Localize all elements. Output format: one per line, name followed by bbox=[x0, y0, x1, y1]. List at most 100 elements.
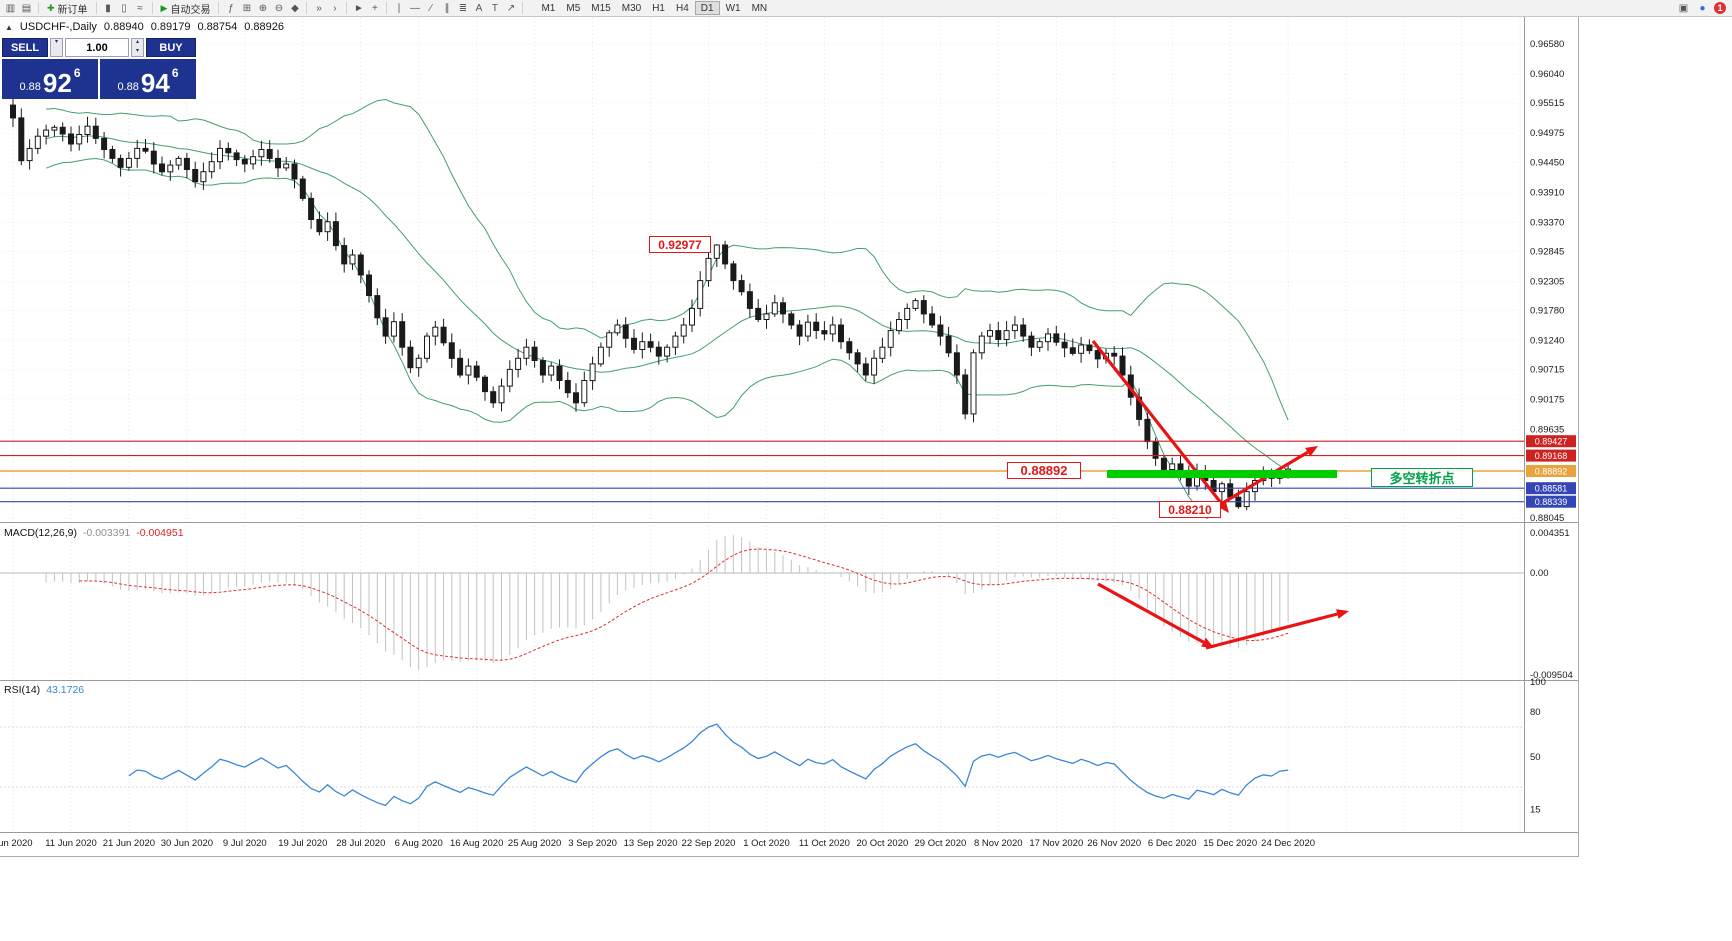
sell-price-pips: 92 bbox=[42, 68, 72, 98]
volume-spinner-left[interactable]: ▾ bbox=[50, 38, 63, 57]
timeframe-w1-button[interactable]: W1 bbox=[725, 2, 741, 14]
price-axis[interactable]: 0.96580 0.96040 0.95515 0.94975 0.94450 0.939… bbox=[1526, 39, 1576, 524]
svg-text:0.93910: 0.93910 bbox=[1530, 187, 1564, 198]
svg-text:29 Oct 2020: 29 Oct 2020 bbox=[915, 838, 967, 849]
chart-canvas[interactable]: 0.96580 0.96040 0.95515 0.94975 0.94450 0.939… bbox=[0, 16, 1578, 856]
fibonacci-icon[interactable]: ≣ bbox=[458, 2, 468, 14]
bar-chart-icon[interactable]: ▮ bbox=[105, 2, 111, 14]
price-low: 0.88754 bbox=[197, 21, 238, 33]
auto-scroll-icon[interactable]: » bbox=[316, 2, 322, 14]
window-layout-icon[interactable]: ▣ bbox=[1678, 2, 1689, 14]
svg-text:21 Jun 2020: 21 Jun 2020 bbox=[103, 838, 155, 849]
text-icon[interactable]: A bbox=[475, 2, 483, 14]
trendline-icon[interactable]: ∕ bbox=[430, 2, 432, 14]
macd-histogram bbox=[45, 535, 1289, 670]
trend-arrows[interactable] bbox=[1091, 340, 1349, 650]
svg-text:28 Jul 2020: 28 Jul 2020 bbox=[336, 838, 385, 849]
timeframe-d1-button[interactable]: D1 bbox=[694, 1, 720, 15]
svg-text:3 Sep 2020: 3 Sep 2020 bbox=[568, 838, 617, 849]
buy-button[interactable]: BUY bbox=[146, 38, 196, 57]
time-axis[interactable]: Jun 2020 11 Jun 2020 21 Jun 2020 30 Jun 202… bbox=[0, 838, 1315, 849]
notification-badge[interactable]: 1 bbox=[1714, 2, 1726, 14]
timeframe-m5-button[interactable]: M5 bbox=[566, 2, 581, 14]
grid-icon[interactable]: ⊞ bbox=[242, 2, 252, 14]
rsi-line bbox=[128, 723, 1289, 807]
timeframe-m30-button[interactable]: M30 bbox=[621, 2, 642, 14]
horizontal-price-lines[interactable] bbox=[0, 440, 1524, 503]
buy-price-panel[interactable]: 0.88 94 6 bbox=[100, 59, 196, 99]
panel-separators bbox=[0, 16, 1578, 833]
candles-layer bbox=[10, 96, 1292, 511]
svg-text:0.90175: 0.90175 bbox=[1530, 395, 1564, 406]
vertical-line-icon[interactable]: ∣ bbox=[396, 2, 402, 14]
chart-window: 0.96580 0.96040 0.95515 0.94975 0.94450 0.939… bbox=[0, 16, 1579, 857]
zoom-out-icon[interactable]: ⊖ bbox=[274, 2, 284, 14]
rsi-value: 43.1726 bbox=[46, 684, 85, 696]
volume-input[interactable] bbox=[66, 39, 128, 56]
toolbar-separator bbox=[386, 2, 388, 14]
price-line-badge bbox=[1526, 495, 1576, 508]
toolbar-separator bbox=[151, 2, 153, 14]
chart-shift-icon[interactable]: › bbox=[333, 2, 337, 14]
toolbar-separator bbox=[38, 2, 39, 14]
svg-text:0.004351: 0.004351 bbox=[1530, 528, 1570, 539]
svg-text:6 Aug 2020: 6 Aug 2020 bbox=[395, 838, 443, 849]
macd-signal-value: -0.004951 bbox=[136, 527, 184, 539]
zoom-in-icon[interactable]: ⊕ bbox=[258, 2, 268, 14]
label-icon[interactable]: T bbox=[491, 2, 499, 14]
candle-chart-icon[interactable]: ▯ bbox=[121, 2, 127, 14]
new-chart-icon[interactable]: ▥ bbox=[5, 2, 16, 14]
volume-down-icon[interactable]: ▾ bbox=[54, 39, 58, 45]
price-annotation-peak[interactable]: 0.92977 bbox=[649, 236, 711, 253]
timeframe-h1-button[interactable]: H1 bbox=[652, 2, 665, 14]
volume-down-icon[interactable]: ▾ bbox=[135, 47, 139, 54]
svg-text:0.89168: 0.89168 bbox=[1535, 451, 1568, 461]
support-zone-bar[interactable] bbox=[1107, 470, 1337, 478]
auto-trading-button[interactable]: ▶ 自动交易 bbox=[160, 2, 211, 16]
indicators-icon[interactable]: ƒ bbox=[228, 2, 234, 14]
timeframe-h4-button[interactable]: H4 bbox=[675, 2, 689, 14]
svg-text:0.94450: 0.94450 bbox=[1530, 157, 1564, 168]
price-close: 0.88926 bbox=[244, 21, 284, 33]
new-order-button[interactable]: ✚ 新订单 bbox=[47, 2, 88, 16]
rsi-name: RSI(14) bbox=[4, 684, 41, 696]
new-order-button-icon: ✚ bbox=[47, 2, 55, 13]
chat-icon[interactable]: ● bbox=[1699, 2, 1706, 14]
svg-text:0.96040: 0.96040 bbox=[1530, 69, 1564, 80]
one-click-trading-widget: SELL ▾ ▴ ▾ BUY 0.88 92 6 0.88 94 6 bbox=[2, 38, 196, 99]
svg-text:13 Sep 2020: 13 Sep 2020 bbox=[624, 838, 678, 849]
svg-text:80: 80 bbox=[1530, 707, 1541, 718]
chart-profiles-icon[interactable]: ▤ bbox=[21, 2, 32, 14]
sell-button[interactable]: SELL bbox=[2, 38, 48, 57]
svg-text:Jun 2020: Jun 2020 bbox=[0, 838, 33, 849]
svg-text:22 Sep 2020: 22 Sep 2020 bbox=[682, 838, 736, 849]
volume-spinner-right[interactable]: ▴ ▾ bbox=[131, 38, 144, 57]
svg-text:0.95515: 0.95515 bbox=[1530, 98, 1564, 109]
volume-up-icon[interactable]: ▴ bbox=[135, 39, 139, 45]
tile-windows-icon[interactable]: ◆ bbox=[291, 2, 299, 14]
rsi-indicator-label: RSI(14) 43.1726 bbox=[4, 684, 84, 696]
svg-text:20 Oct 2020: 20 Oct 2020 bbox=[857, 838, 909, 849]
rsi-panel: 100 80 50 15 bbox=[0, 677, 1546, 816]
svg-text:0.92305: 0.92305 bbox=[1530, 276, 1564, 287]
arrows-icon[interactable]: ↗ bbox=[506, 2, 516, 14]
svg-text:0.88581: 0.88581 bbox=[1535, 484, 1568, 494]
line-chart-icon[interactable]: ≈ bbox=[137, 2, 143, 14]
timeframe-m15-button[interactable]: M15 bbox=[591, 2, 611, 14]
svg-text:19 Jul 2020: 19 Jul 2020 bbox=[278, 838, 327, 849]
horizontal-line-icon[interactable]: — bbox=[409, 2, 420, 14]
svg-text:11 Oct 2020: 11 Oct 2020 bbox=[799, 838, 850, 849]
timeframe-mn-button[interactable]: MN bbox=[751, 2, 768, 14]
price-annotation-trough[interactable]: 0.88210 bbox=[1159, 501, 1221, 518]
timeframe-m1-button[interactable]: M1 bbox=[541, 2, 556, 14]
cursor-icon[interactable]: ► bbox=[354, 2, 364, 14]
crosshair-icon[interactable]: + bbox=[372, 2, 378, 14]
channel-icon[interactable]: ∥ bbox=[444, 2, 450, 14]
collapse-trade-panel-icon[interactable]: ▲ bbox=[5, 22, 13, 32]
price-annotation-support[interactable]: 0.88892 bbox=[1007, 462, 1081, 479]
svg-text:100: 100 bbox=[1530, 677, 1546, 688]
annotation-turning-point[interactable]: 多空转折点 bbox=[1371, 468, 1473, 487]
sell-price-panel[interactable]: 0.88 92 6 bbox=[2, 59, 98, 99]
svg-text:0.93370: 0.93370 bbox=[1530, 217, 1564, 228]
